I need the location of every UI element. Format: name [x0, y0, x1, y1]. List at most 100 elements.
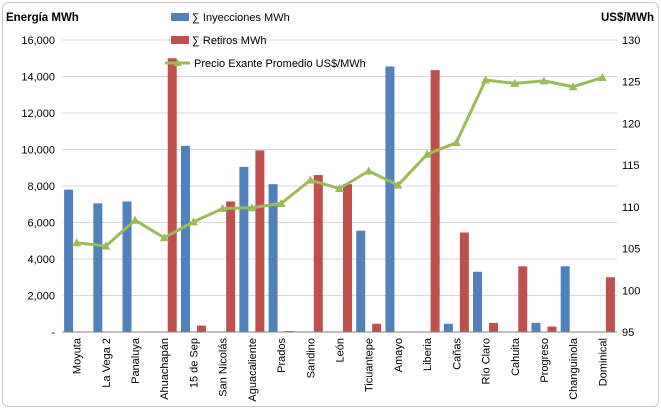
category-label: Ticuantepe — [364, 338, 376, 392]
bar — [356, 230, 366, 332]
bar — [547, 326, 557, 332]
price-marker — [393, 180, 403, 189]
bar — [226, 201, 236, 332]
price-marker — [364, 166, 374, 175]
bar — [167, 58, 177, 332]
price-line-path — [76, 76, 603, 248]
price-marker — [130, 215, 140, 224]
right-tick-label: 130 — [622, 35, 640, 47]
right-tick-label: 115 — [622, 160, 640, 172]
category-label: León — [335, 338, 347, 362]
bar — [531, 322, 541, 332]
price-marker — [276, 199, 286, 208]
right-tick-label: 110 — [622, 202, 640, 214]
left-tick-label: 10,000 — [21, 145, 55, 157]
bar — [196, 325, 206, 332]
category-label: Prados — [276, 338, 288, 373]
price-marker — [335, 184, 344, 193]
category-label: Moyuta — [72, 337, 84, 374]
bar — [313, 175, 323, 332]
legend-swatch-precio-marker — [173, 59, 182, 66]
bar — [372, 323, 382, 332]
legend-swatch-retiros — [171, 36, 189, 44]
bar — [385, 66, 395, 333]
legend-label-inyecciones: ∑ Inyecciones MWh — [192, 12, 290, 24]
right-tick-label: 100 — [622, 285, 640, 297]
price-marker — [218, 204, 228, 213]
left-tick-label: 2,000 — [27, 291, 55, 303]
left-tick-label: 12,000 — [21, 108, 55, 120]
category-label: Cahuita — [510, 337, 522, 376]
bar — [430, 70, 440, 333]
category-label: Sandino — [305, 338, 317, 378]
left-tick-label: 14,000 — [21, 72, 55, 84]
right-axis-title: US$/MWh — [601, 12, 654, 24]
category-label: Liberia — [422, 337, 434, 371]
bar — [180, 145, 190, 332]
price-marker — [101, 241, 111, 250]
bar — [605, 277, 615, 332]
price-marker — [422, 149, 432, 158]
bars — [64, 58, 615, 333]
bar — [459, 232, 469, 332]
category-label: Aguacaliente — [247, 338, 259, 402]
bar — [473, 271, 483, 332]
right-tick-label: 125 — [622, 77, 640, 89]
price-marker — [539, 76, 549, 85]
category-label: Ahuachapán — [159, 338, 171, 400]
category-labels: Moyuta La Vega 2 Panaluya Ahuachapán 15 de S… — [72, 337, 610, 401]
legend-swatch-inyecciones — [171, 13, 189, 21]
bar — [518, 266, 528, 332]
left-tick-label: 16,000 — [21, 35, 55, 47]
price-marker — [159, 233, 169, 242]
category-label: San Nicolás — [218, 338, 230, 397]
bar — [122, 201, 132, 332]
bar — [93, 203, 103, 332]
legend: ∑ Inyecciones MWh ∑ Retiros MWh Precio E… — [165, 12, 366, 70]
left-axis-title: Energía MWh — [6, 12, 79, 24]
legend-label-retiros: ∑ Retiros MWh — [192, 35, 266, 47]
legend-item-retiros: ∑ Retiros MWh — [171, 35, 266, 47]
price-marker — [188, 217, 198, 226]
price-marker — [597, 73, 607, 82]
price-marker — [72, 238, 82, 247]
price-marker — [305, 175, 315, 184]
left-tick-label: 4,000 — [27, 254, 55, 266]
bar — [560, 266, 570, 332]
left-tick-label: - — [51, 327, 55, 339]
gridlines — [62, 39, 617, 296]
category-label: Río Claro — [481, 338, 493, 384]
price-marker — [247, 203, 257, 212]
right-tick-label: 105 — [622, 244, 640, 256]
right-tick-label: 120 — [622, 118, 640, 130]
category-label: Changuinola — [568, 337, 580, 400]
price-line — [72, 73, 607, 250]
category-label: Dominical — [597, 338, 609, 386]
legend-item-inyecciones: ∑ Inyecciones MWh — [171, 12, 290, 24]
category-label: Amayo — [393, 338, 405, 372]
price-marker — [451, 138, 461, 147]
legend-item-precio: Precio Exante Promedio US$/MWh — [165, 58, 366, 70]
right-tick-label: 95 — [622, 327, 634, 339]
category-label: Cañas — [451, 338, 463, 370]
price-marker — [510, 78, 520, 87]
category-label: Panaluya — [130, 337, 142, 384]
left-tick-labels: - 2,000 4,000 6,000 8,000 10,000 12,000 14,000 1… — [21, 35, 55, 339]
bar — [64, 189, 74, 332]
right-tick-labels: 95 100 105 110 115 120 125 130 — [622, 35, 640, 339]
bar — [255, 150, 265, 332]
bar — [443, 323, 453, 332]
price-marker — [481, 75, 491, 84]
bar — [268, 184, 278, 332]
bar — [239, 166, 249, 332]
category-label: La Vega 2 — [101, 338, 113, 388]
left-tick-label: 6,000 — [27, 218, 55, 230]
left-tick-label: 8,000 — [27, 181, 55, 193]
category-label: Progreso — [539, 338, 551, 383]
bar — [489, 322, 499, 332]
bar — [343, 184, 352, 332]
category-label: 15 de Sep — [188, 338, 200, 388]
legend-label-precio: Precio Exante Promedio US$/MWh — [194, 58, 366, 70]
